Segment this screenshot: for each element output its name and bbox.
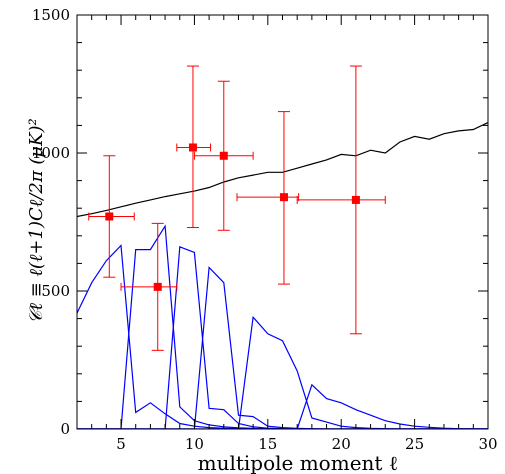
data-marker (279, 193, 288, 202)
y-tick-label: 1000 (32, 144, 70, 162)
plot-frame (76, 14, 489, 430)
x-tick-label: 10 (185, 435, 204, 453)
data-marker (219, 151, 228, 160)
y-axis-title: 𝒞ℓ ≡ ℓ(ℓ+1)Cℓ/2π (μK)² (26, 118, 47, 323)
window-function-line-2 (77, 224, 488, 429)
x-tick-label: 5 (116, 435, 126, 453)
x-axis-title: multipole moment ℓ (198, 451, 399, 474)
plot-clip-group (77, 122, 488, 429)
data-point-4 (193, 80, 254, 231)
axes: 5 10 15 20 25 30 0 500 1000 1500 (32, 6, 498, 453)
x-tick-label: 30 (478, 435, 497, 453)
data-point-1 (88, 155, 135, 278)
x-tick-label: 20 (332, 435, 351, 453)
y-tick-label: 1500 (32, 6, 70, 24)
data-marker (153, 282, 162, 291)
data-point-2 (120, 222, 178, 351)
y-tick-label: 0 (60, 420, 70, 438)
model-spectrum-line (77, 122, 488, 218)
data-marker (351, 195, 360, 204)
window-function-line-4 (77, 266, 488, 429)
window-function-line-6 (77, 383, 488, 429)
data-marker (105, 212, 114, 221)
window-function-line-5 (77, 315, 488, 429)
x-tick-label: 15 (258, 435, 277, 453)
data-marker (188, 143, 197, 152)
data-point-5 (236, 111, 300, 285)
y-tick-label: 500 (41, 282, 70, 300)
plot-area (77, 65, 488, 429)
data-point-6 (296, 65, 386, 335)
window-function-line-1 (77, 244, 488, 429)
data-point-3 (176, 65, 212, 229)
window-function-line-3 (77, 245, 488, 429)
x-tick-label: 25 (405, 435, 424, 453)
